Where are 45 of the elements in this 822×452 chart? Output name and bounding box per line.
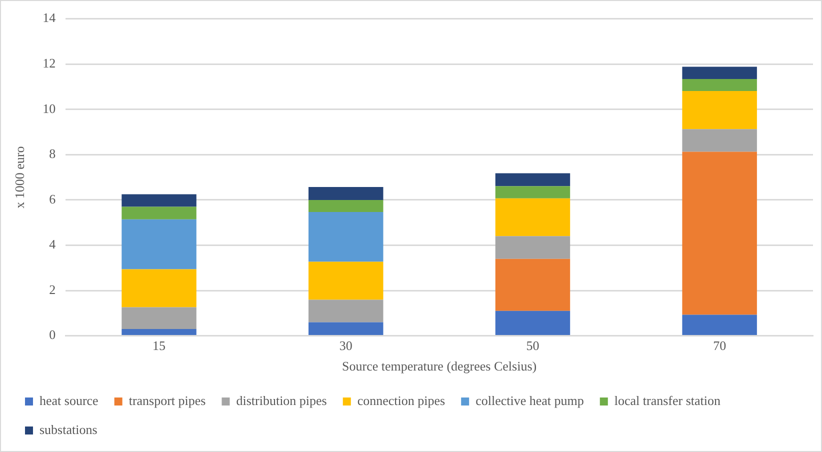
bar: [122, 329, 196, 336]
legend-label: collective heat pump: [476, 392, 584, 408]
y-tick-label: 10: [42, 100, 56, 116]
bar: [495, 258, 570, 311]
bar: [308, 300, 384, 322]
y-tick-label: 8: [49, 146, 56, 162]
x-tick-label: 70: [713, 338, 726, 354]
y-tick-label: 6: [49, 191, 56, 206]
y-tick-label: 14: [42, 10, 56, 26]
bar: [122, 194, 196, 207]
y-tick-label: 2: [49, 282, 56, 297]
bar: [682, 152, 757, 315]
bar: [495, 173, 570, 186]
bar: [495, 236, 570, 259]
x-tick-label: 50: [526, 338, 540, 354]
bar: [308, 187, 384, 200]
bar: [495, 198, 570, 236]
legend-label: distribution pipes: [236, 392, 327, 408]
legend-label: connection pipes: [357, 392, 446, 408]
legend-label: local transfer station: [614, 392, 722, 408]
bar: [122, 206, 196, 220]
y-tick-label: 4: [49, 236, 56, 252]
y-axis-title: x 1000 euro: [12, 146, 28, 208]
y-tick-label: 12: [42, 56, 56, 71]
bar: [495, 310, 570, 336]
bar: [308, 262, 384, 300]
legend-label: heat source: [40, 392, 99, 408]
bar: [308, 322, 384, 336]
x-axis-title: Source temperature (degrees Celsius): [342, 358, 537, 374]
y-tick-label: 0: [49, 327, 56, 342]
bar: [308, 200, 384, 212]
bar: [682, 66, 757, 80]
bar: [682, 314, 757, 336]
bar: [122, 307, 196, 330]
legend-label: substations: [40, 422, 98, 437]
legend-label: transport pipes: [128, 392, 206, 408]
x-tick-label: 15: [152, 338, 166, 354]
bar: [495, 186, 570, 198]
bar: [308, 212, 384, 262]
bar: [122, 219, 196, 270]
bar: [122, 269, 196, 308]
x-tick-label: 30: [339, 338, 352, 354]
bar: [682, 129, 757, 152]
bar: [682, 79, 757, 92]
bar: [682, 91, 757, 130]
